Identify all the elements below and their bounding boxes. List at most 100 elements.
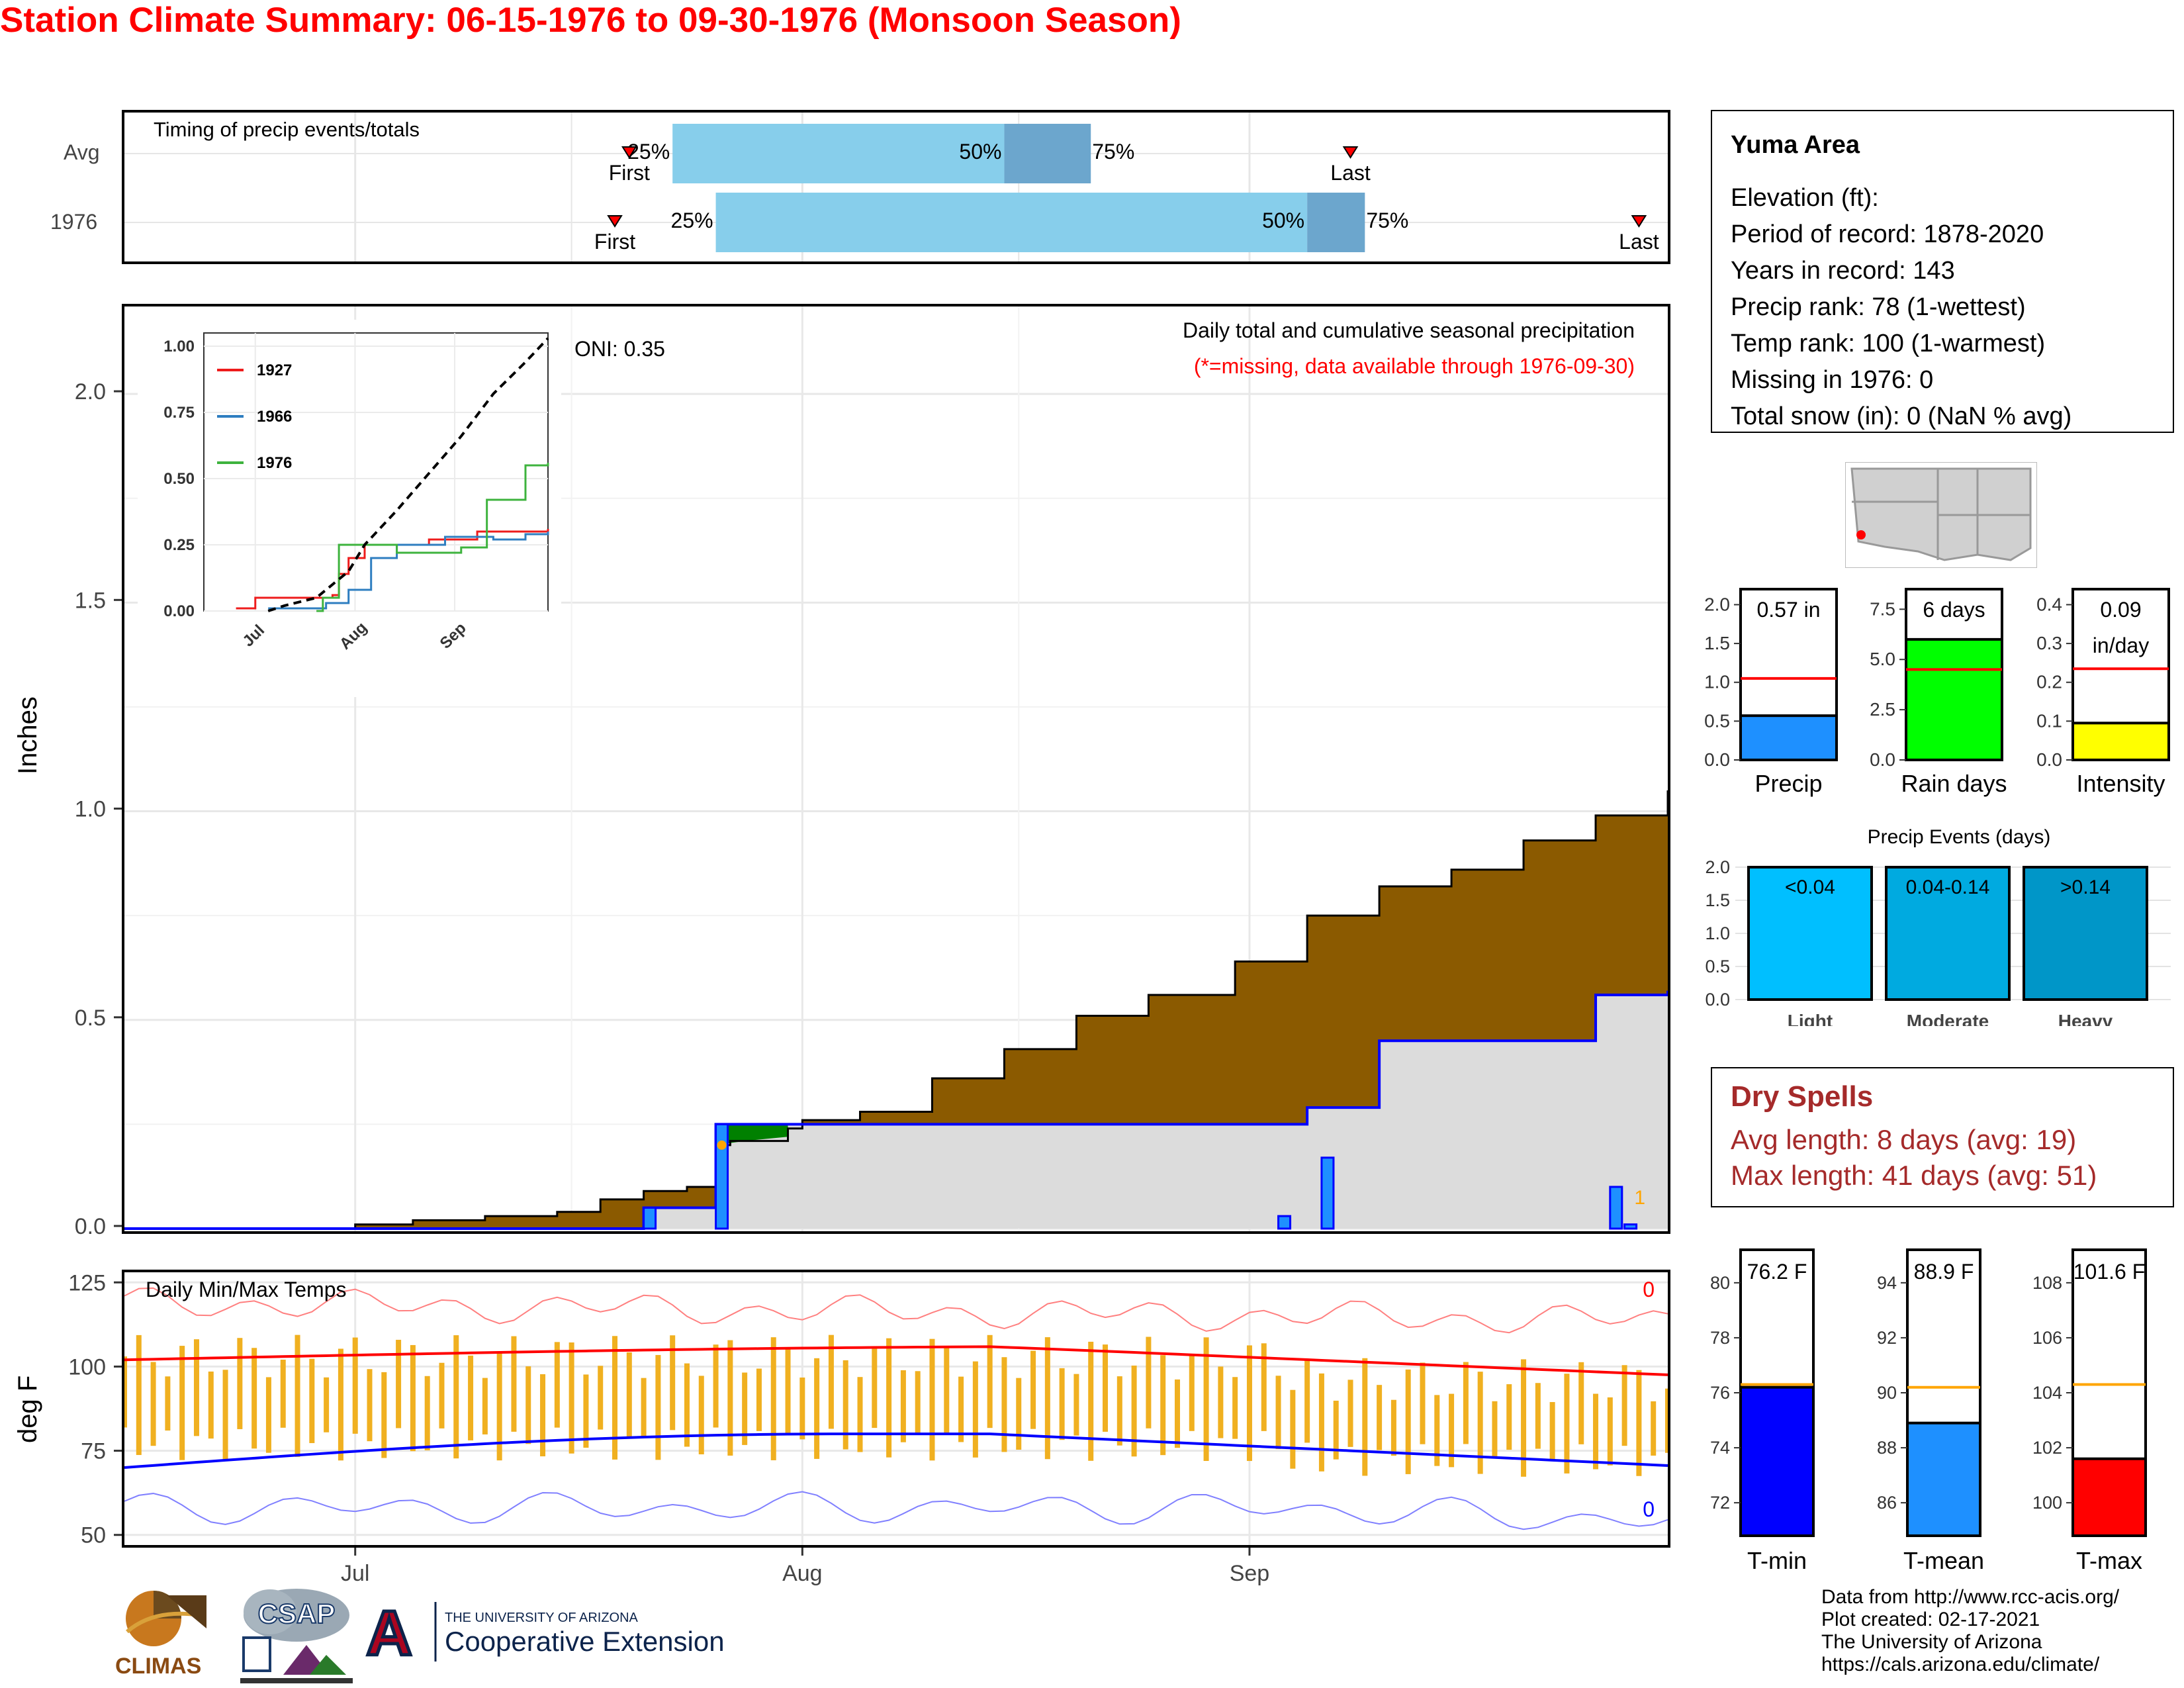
daily-temp-bar xyxy=(193,1339,199,1436)
daily-temp-bar xyxy=(641,1378,647,1437)
daily-temp-bar xyxy=(698,1376,704,1455)
climas-logo: CLIMAS xyxy=(115,1591,206,1679)
inset-ytick-label: 0.50 xyxy=(163,470,195,488)
temp-bar-value-label: 76.2 F xyxy=(1747,1260,1807,1284)
daily-temp-bar xyxy=(1261,1343,1267,1431)
last-marker xyxy=(1631,215,1647,228)
daily-temp-bar xyxy=(1492,1401,1498,1458)
daily-temp-bar xyxy=(1449,1393,1455,1468)
temp-bar-ytick-label: 104 xyxy=(2032,1383,2062,1403)
daily-temp-bar xyxy=(612,1336,618,1460)
missing-day-marker xyxy=(717,1140,727,1150)
daily-temp-bar xyxy=(1621,1365,1627,1446)
timing-bar-50-75 xyxy=(1004,124,1091,183)
daily-temp-bar xyxy=(944,1346,950,1433)
observed-cumulative-line xyxy=(124,990,1668,1230)
daily-temp-bar xyxy=(770,1337,776,1460)
timing-pct-75: 75% xyxy=(1092,140,1134,164)
first-marker xyxy=(621,146,637,159)
daily-temp-bar xyxy=(1333,1400,1339,1460)
daily-temp-bar xyxy=(352,1337,358,1434)
record-min-line xyxy=(124,1491,1668,1530)
temps-label: Daily Min/Max Temps xyxy=(146,1278,347,1301)
ua-letter: A xyxy=(366,1598,412,1668)
mini-bar-ytick-label: 0.1 xyxy=(2036,710,2062,731)
daily-temp-bar xyxy=(1059,1368,1065,1440)
daily-temp-bar xyxy=(886,1338,892,1458)
mini-bar-label: Precip xyxy=(1754,770,1822,797)
daily-temp-bar xyxy=(410,1344,416,1452)
events-bar-label: Moderate xyxy=(1907,1011,1989,1026)
dry-spells-avg: Avg length: 8 days (avg: 19) xyxy=(1731,1124,2077,1155)
temp-bar-ytick-label: 102 xyxy=(2032,1438,2062,1458)
mini-bar-intensity xyxy=(2071,722,2170,761)
precip-ytick-label: 1.5 xyxy=(75,588,106,613)
inset-average-line xyxy=(267,337,549,612)
location-map xyxy=(1845,462,2037,568)
dry-spells-max: Max length: 41 days (avg: 51) xyxy=(1731,1160,2097,1191)
events-bar-range: >0.14 xyxy=(2060,876,2111,898)
daily-temp-bar xyxy=(439,1362,445,1429)
daily-temp-bar xyxy=(309,1358,315,1444)
daily-temp-bar xyxy=(1463,1362,1469,1444)
precip-ytick-label: 2.0 xyxy=(75,379,106,404)
daily-temp-bar xyxy=(124,1356,127,1428)
events-bar-label: Heavy xyxy=(2058,1011,2113,1026)
events-ytick-label: 2.0 xyxy=(1705,857,1730,877)
mini-bar-ytick-label: 0.2 xyxy=(2036,672,2062,692)
daily-temp-bar xyxy=(1116,1376,1122,1446)
daily-temp-bar xyxy=(251,1348,257,1449)
inset-legend-label: 1976 xyxy=(257,454,292,472)
temp-ytick-label: 75 xyxy=(81,1439,106,1464)
daily-temp-bar xyxy=(1535,1383,1541,1449)
daily-temp-bar xyxy=(857,1377,863,1452)
temp-bar-ytick-label: 108 xyxy=(2032,1273,2062,1293)
events-bar-heavy xyxy=(2023,866,2148,1001)
daily-temp-bar xyxy=(972,1361,978,1458)
temp-bar-ytick-label: 92 xyxy=(1877,1328,1897,1348)
timing-panel: 25% 50% 75% First Last 25% 50% 75% First Last Tim… xyxy=(122,110,1670,264)
temp-bar-ytick-label: 100 xyxy=(2032,1493,2062,1513)
daily-temp-bar xyxy=(583,1374,589,1448)
daily-temp-bar xyxy=(900,1370,906,1442)
chart-title: Station Climate Summary: 06-15-1976 to 0… xyxy=(0,1,1181,40)
daily-temp-bar xyxy=(785,1349,791,1436)
precip-y-axis: 0.0 0.5 1.0 1.5 2.0 xyxy=(75,379,122,1239)
temp-bar-ytick-label: 78 xyxy=(1710,1328,1730,1348)
ua-logo: A THE UNIVERSITY OF ARIZONA Cooperative … xyxy=(357,1597,725,1668)
mini-bar-ytick-label: 0.4 xyxy=(2036,594,2062,614)
temp-ytick-label: 125 xyxy=(68,1270,106,1295)
daily-temp-bar xyxy=(280,1360,286,1428)
daily-temp-bar xyxy=(742,1372,748,1445)
daily-temp-bar xyxy=(1131,1365,1137,1457)
station-info-panel: Yuma Area Elevation (ft): Period of reco… xyxy=(1711,110,2174,433)
mini-bar-value-label: 0.57 in xyxy=(1756,598,1820,622)
daily-temp-bar xyxy=(655,1354,661,1460)
temp-bar-ytick-label: 74 xyxy=(1710,1438,1730,1458)
daily-temp-bar xyxy=(598,1366,604,1430)
daily-temp-bar xyxy=(1246,1345,1252,1462)
mini-bar-ytick-label: 0.0 xyxy=(1870,749,1895,770)
mini-bar-ytick-label: 5.0 xyxy=(1870,649,1895,669)
timing-ytick-avg: Avg xyxy=(64,140,100,164)
mini-bar-rain-days xyxy=(1905,637,2003,761)
daily-temp-bar xyxy=(1318,1373,1324,1472)
precip-caption: Daily total and cumulative seasonal prec… xyxy=(1182,318,1635,342)
temp-bar-ytick-label: 88 xyxy=(1877,1438,1897,1458)
avg-min-line xyxy=(124,1432,1668,1470)
daily-temp-bar xyxy=(1564,1374,1570,1474)
temp-bar-value-label: 88.9 F xyxy=(1914,1260,1974,1284)
events-bar-label: Light xyxy=(1788,1011,1833,1026)
daily-temp-bar xyxy=(525,1366,531,1444)
precip-events-chart: Precip Events (days) 0.0 0.5 1.0 1.5 2.0 <0.04… xyxy=(1705,826,2171,1026)
temp-xtick-label: Sep xyxy=(1230,1561,1270,1586)
daily-temp-bar xyxy=(1636,1370,1642,1476)
daily-temp-bar xyxy=(1390,1399,1396,1456)
precip-ytick-label: 1.0 xyxy=(75,797,106,822)
mini-bar-ytick-label: 7.5 xyxy=(1870,598,1895,619)
last-label: Last xyxy=(1330,161,1371,185)
first-label: First xyxy=(609,161,650,185)
daily-temp-bar xyxy=(554,1342,560,1428)
daily-temp-bar xyxy=(1304,1359,1310,1443)
daily-temp-bar xyxy=(1607,1397,1613,1466)
